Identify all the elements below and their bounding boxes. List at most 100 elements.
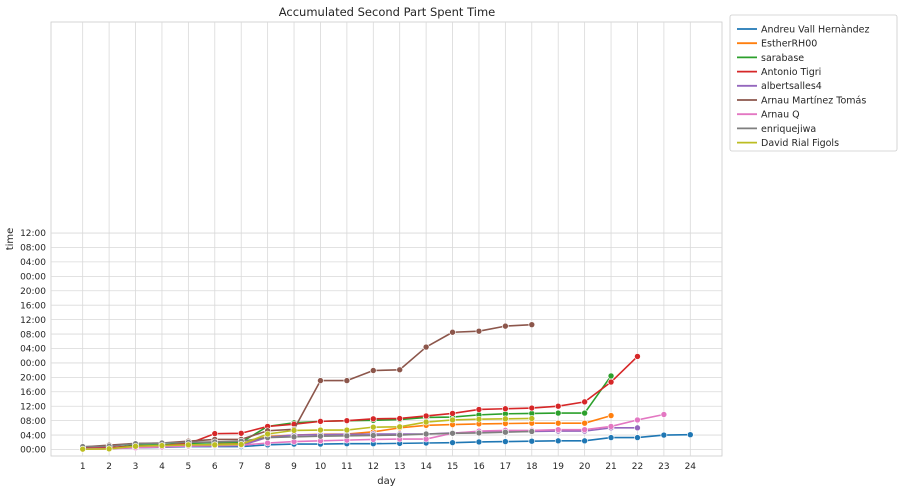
data-point bbox=[396, 423, 404, 431]
y-tick-label: 00:00 bbox=[20, 273, 46, 283]
data-point bbox=[396, 415, 404, 422]
x-tick-label: 7 bbox=[238, 462, 244, 472]
data-point bbox=[634, 353, 641, 360]
x-tick-label: 11 bbox=[341, 462, 352, 472]
x-tick-label: 22 bbox=[632, 462, 643, 472]
data-point bbox=[369, 423, 377, 431]
y-tick-label: 12:00 bbox=[20, 402, 46, 412]
data-point bbox=[211, 430, 219, 437]
data-point bbox=[528, 321, 536, 328]
x-tick-label: 12 bbox=[368, 462, 379, 472]
data-point bbox=[237, 429, 245, 437]
data-point bbox=[581, 437, 588, 445]
y-tick-label: 04:00 bbox=[20, 258, 46, 268]
data-point bbox=[528, 428, 536, 435]
data-point bbox=[475, 429, 483, 437]
series-group bbox=[79, 415, 536, 453]
x-tick-label: 4 bbox=[159, 462, 165, 472]
data-point bbox=[449, 416, 456, 424]
x-tick-label: 2 bbox=[106, 462, 112, 472]
data-point bbox=[158, 442, 166, 449]
data-point bbox=[132, 442, 139, 450]
data-point bbox=[581, 419, 588, 427]
x-tick-label: 9 bbox=[291, 462, 297, 472]
series-line bbox=[82, 417, 532, 450]
data-point bbox=[317, 377, 324, 384]
y-axis-ticks: 00:00 04:00 08:00 12:00 16:00 20:00 00:00 04:00… bbox=[20, 229, 46, 455]
data-point bbox=[79, 445, 87, 453]
data-point bbox=[502, 415, 509, 423]
data-point bbox=[449, 328, 456, 336]
data-point bbox=[422, 412, 430, 420]
data-point bbox=[502, 438, 509, 445]
legend-label: Andreu Vall Hernàndez bbox=[761, 24, 869, 35]
x-tick-label: 20 bbox=[579, 462, 591, 472]
y-tick-label: 16:00 bbox=[20, 388, 46, 398]
data-point bbox=[449, 410, 456, 417]
data-point bbox=[554, 402, 562, 410]
legend-label: enriquejiwa bbox=[761, 124, 816, 135]
data-point bbox=[343, 432, 351, 440]
x-tick-label: 8 bbox=[265, 462, 271, 472]
y-tick-label: 12:00 bbox=[20, 316, 46, 326]
data-point bbox=[317, 432, 324, 440]
gridlines bbox=[51, 22, 722, 456]
data-point bbox=[581, 398, 588, 406]
data-point bbox=[211, 441, 219, 449]
legend-label: EstherRH00 bbox=[761, 39, 817, 50]
data-point bbox=[634, 416, 641, 424]
data-point bbox=[475, 406, 483, 413]
y-tick-label: 20:00 bbox=[20, 287, 46, 297]
data-point bbox=[660, 431, 668, 439]
legend-label: Antonio Tigri bbox=[761, 67, 821, 78]
legend-frame bbox=[729, 14, 898, 152]
legend: Andreu Vall Hernàndez EstherRH00 sarabase A… bbox=[729, 14, 898, 152]
legend-label: David Rial Figols bbox=[761, 138, 839, 149]
data-point bbox=[634, 434, 641, 441]
x-tick-label: 10 bbox=[315, 462, 327, 472]
y-axis-label: time bbox=[5, 228, 16, 251]
data-point bbox=[422, 343, 430, 351]
chart-title: Accumulated Second Part Spent Time bbox=[279, 5, 495, 19]
data-point bbox=[502, 322, 509, 330]
data-point bbox=[607, 378, 615, 386]
x-tick-label: 23 bbox=[658, 462, 669, 472]
y-tick-label: 08:00 bbox=[20, 417, 46, 427]
legend-label: sarabase bbox=[761, 53, 804, 64]
y-tick-label: 12:00 bbox=[20, 229, 46, 239]
data-point bbox=[343, 417, 351, 424]
data-point bbox=[686, 431, 694, 439]
x-tick-label: 24 bbox=[685, 462, 697, 472]
data-point bbox=[317, 426, 324, 434]
data-point bbox=[343, 377, 351, 384]
data-point bbox=[396, 431, 404, 439]
data-point bbox=[528, 437, 536, 445]
x-tick-label: 6 bbox=[212, 462, 218, 472]
data-point bbox=[581, 426, 588, 433]
x-tick-label: 16 bbox=[473, 462, 485, 472]
data-point bbox=[475, 327, 483, 335]
data-point bbox=[607, 434, 615, 441]
y-tick-label: 04:00 bbox=[20, 431, 46, 441]
data-point bbox=[449, 439, 456, 446]
data-point bbox=[237, 441, 245, 448]
x-tick-label: 13 bbox=[394, 462, 405, 472]
data-point bbox=[449, 429, 456, 437]
y-tick-label: 20:00 bbox=[20, 374, 46, 384]
data-point bbox=[290, 433, 298, 441]
data-point bbox=[396, 366, 404, 374]
data-point bbox=[422, 418, 430, 426]
data-point bbox=[369, 415, 377, 423]
data-point bbox=[264, 439, 271, 447]
data-point bbox=[607, 372, 615, 380]
data-point bbox=[422, 430, 430, 438]
x-tick-label: 17 bbox=[500, 462, 511, 472]
y-tick-label: 00:00 bbox=[20, 359, 46, 369]
x-tick-label: 15 bbox=[447, 462, 458, 472]
data-point bbox=[607, 412, 615, 419]
data-point bbox=[607, 423, 615, 430]
data-point bbox=[105, 445, 113, 453]
data-point bbox=[581, 409, 588, 417]
data-point bbox=[528, 415, 536, 422]
